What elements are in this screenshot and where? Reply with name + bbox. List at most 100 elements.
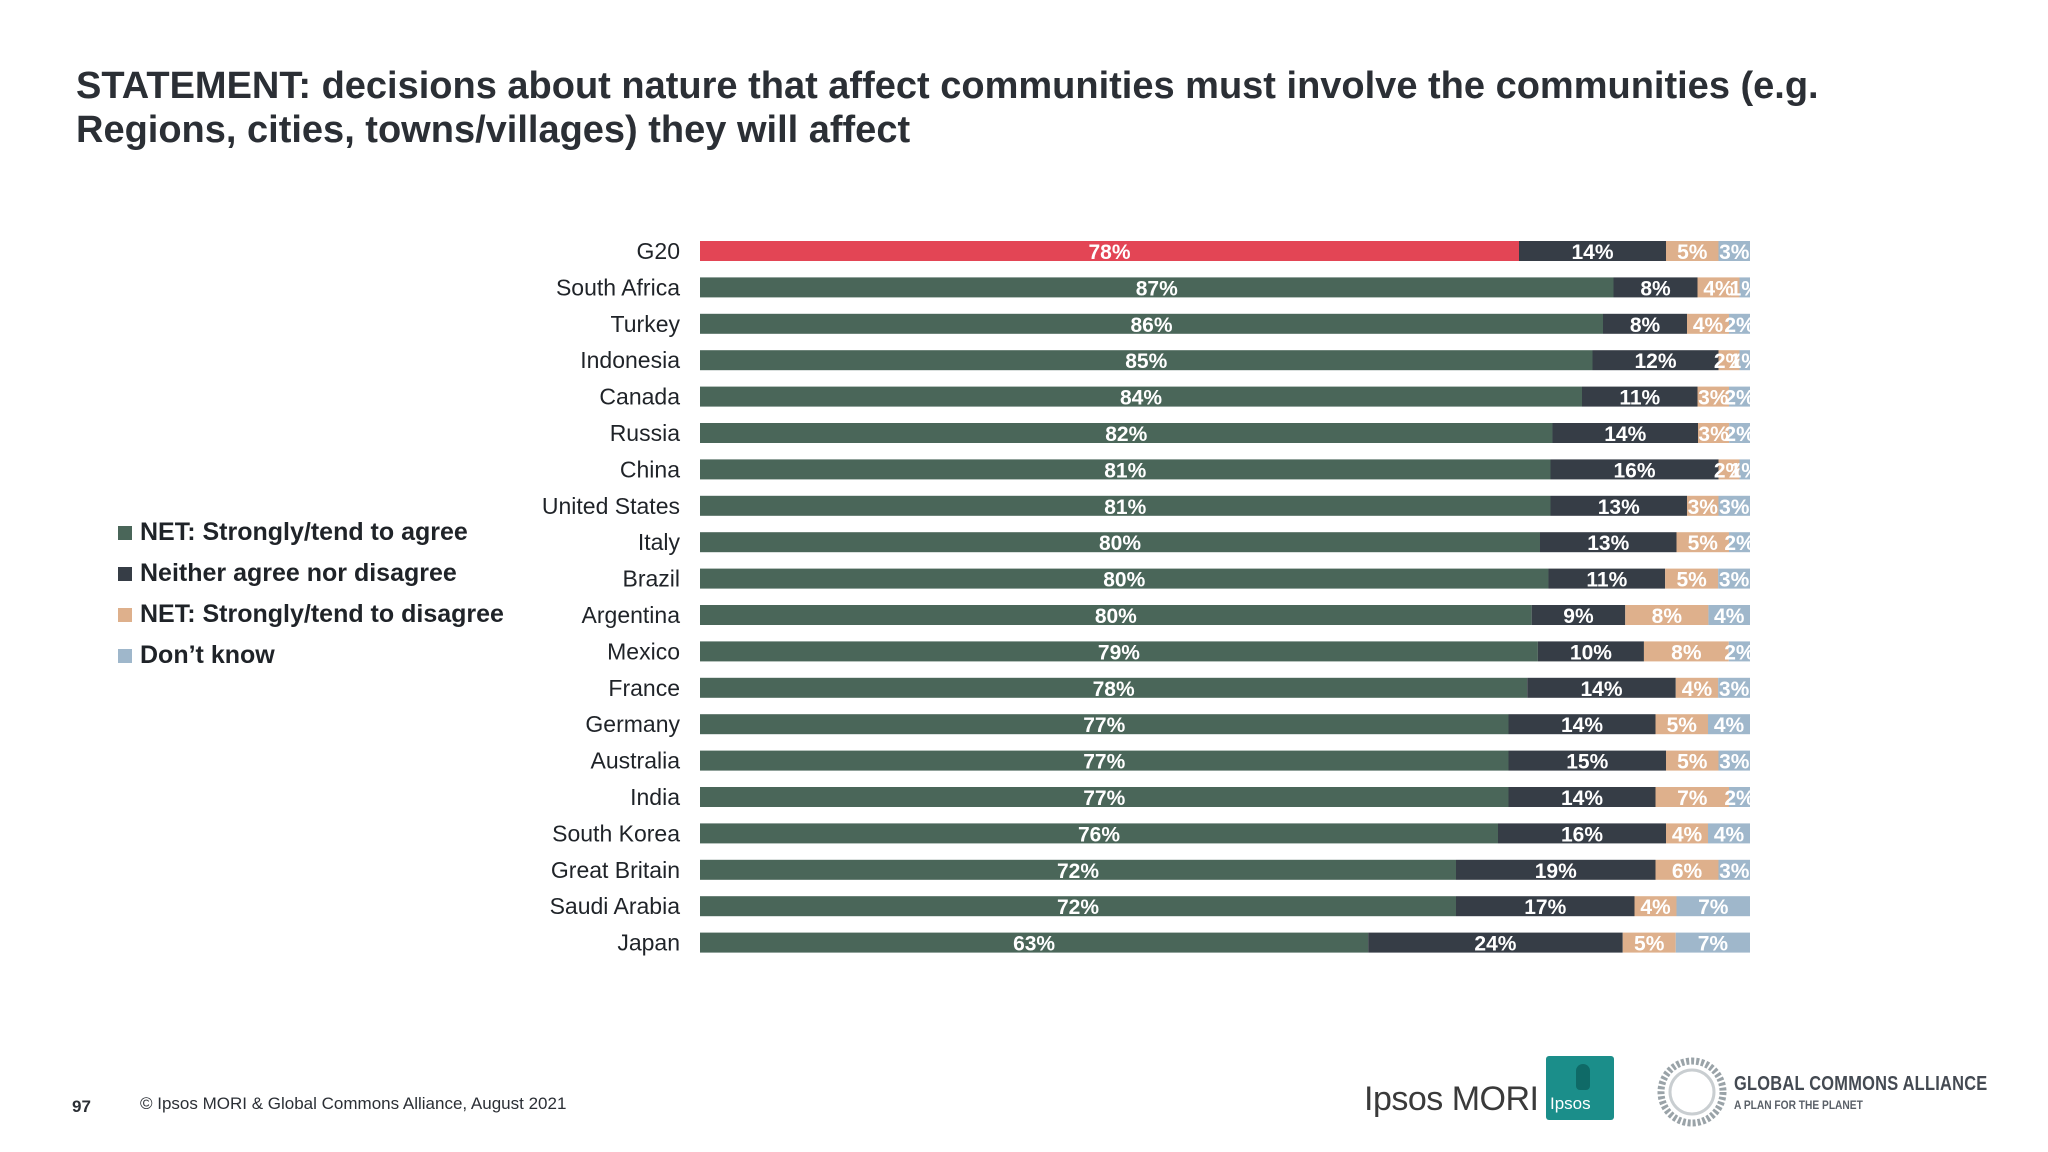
data-label-disagree: 8%	[1652, 605, 1683, 628]
category-label: Turkey	[611, 311, 681, 337]
data-label-agree: 84%	[1120, 387, 1162, 410]
bar-segment-agree	[700, 823, 1498, 844]
data-label-agree: 72%	[1057, 896, 1099, 919]
bar-segment-disagree	[1643, 641, 1729, 662]
bar-segment-dont-know	[1718, 241, 1750, 261]
data-label-neither: 13%	[1598, 496, 1640, 519]
legend-label-neither: Neither agree nor disagree	[140, 559, 457, 587]
bar-segment-dont-know	[1728, 641, 1750, 662]
bar-segment-agree	[700, 313, 1603, 334]
legend-item-agree: NET: Strongly/tend to agree	[118, 512, 504, 553]
category-label: China	[620, 456, 680, 482]
bar-segment-agree	[700, 386, 1582, 407]
data-label-dont-know: 3%	[1719, 496, 1750, 519]
bar-segment-agree	[700, 677, 1528, 698]
category-label: Great Britain	[551, 857, 680, 883]
data-label-disagree: 4%	[1693, 314, 1724, 337]
data-label-dont-know: 2%	[1724, 787, 1755, 810]
data-label-dont-know: 3%	[1719, 569, 1750, 592]
data-label-disagree: 4%	[1682, 678, 1713, 701]
category-label: Indonesia	[580, 347, 680, 373]
data-label-disagree: 4%	[1640, 896, 1671, 919]
data-label-neither: 11%	[1619, 387, 1660, 410]
stacked-bar-chart: G20 78% 14% 5% 3%South Africa 87% 8% 4%1%Turkey…	[541, 238, 1761, 956]
category-label: Germany	[585, 711, 680, 737]
bar-segment-dont-know	[1708, 823, 1750, 844]
data-label-disagree: 8%	[1671, 641, 1702, 664]
category-label: United States	[542, 493, 680, 519]
data-label-dont-know: 3%	[1719, 860, 1750, 883]
data-label-agree: 87%	[1136, 277, 1178, 300]
data-label-disagree: 7%	[1677, 787, 1708, 810]
bar-segment-dont-know	[1729, 532, 1750, 553]
bar-segment-agree	[700, 896, 1456, 917]
bar-segment-dont-know	[1718, 568, 1750, 589]
legend-item-disagree: NET: Strongly/tend to disagree	[118, 594, 504, 635]
data-label-agree: 77%	[1083, 787, 1125, 810]
category-label: G20	[637, 238, 680, 264]
gca-tagline: A PLAN FOR THE PLANET	[1734, 1098, 1863, 1112]
data-label-dont-know: 1%	[1730, 459, 1761, 482]
bar-segment-agree	[700, 532, 1540, 553]
data-label-disagree: 2%	[1714, 350, 1745, 373]
bar-segment-disagree	[1622, 932, 1676, 953]
bar-segment-disagree	[1687, 313, 1729, 334]
bar-segment-agree	[700, 241, 1519, 261]
bar-segment-neither	[1508, 714, 1656, 735]
bar-segment-agree	[700, 859, 1456, 880]
data-label-agree: 78%	[1088, 241, 1130, 264]
data-label-agree: 82%	[1105, 423, 1147, 446]
chart-legend: NET: Strongly/tend to agree Neither agre…	[118, 512, 504, 676]
category-label: Japan	[617, 930, 680, 956]
bar-segment-neither	[1540, 532, 1677, 553]
bar-segment-neither	[1603, 313, 1687, 334]
data-label-disagree: 5%	[1634, 933, 1665, 956]
data-label-agree: 78%	[1093, 678, 1135, 701]
bar-segment-neither	[1508, 787, 1656, 807]
bar-segment-dont-know	[1739, 459, 1750, 480]
data-label-disagree: 5%	[1676, 569, 1707, 592]
data-label-disagree: 3%	[1688, 496, 1719, 519]
data-label-agree: 76%	[1078, 823, 1120, 846]
category-label: Russia	[610, 420, 681, 446]
data-label-dont-know: 2%	[1724, 532, 1755, 555]
bar-segment-dont-know	[1708, 605, 1750, 625]
data-label-neither: 11%	[1586, 569, 1627, 592]
page-number: 97	[72, 1097, 91, 1116]
data-label-dont-know: 7%	[1698, 933, 1729, 956]
category-label: Australia	[591, 748, 681, 774]
bar-segment-disagree	[1655, 787, 1729, 807]
category-label: South Korea	[552, 820, 680, 846]
ipsos-logo: Ipsos	[1546, 1056, 1614, 1120]
bar-segment-dont-know	[1729, 386, 1750, 407]
category-label: Italy	[638, 529, 681, 555]
bar-segment-neither	[1508, 750, 1666, 771]
data-label-agree: 80%	[1099, 532, 1141, 555]
bar-segment-neither	[1527, 677, 1676, 698]
data-label-disagree: 3%	[1698, 423, 1729, 446]
data-label-agree: 80%	[1103, 569, 1145, 592]
bar-segment-neither	[1537, 641, 1644, 662]
bar-segment-dont-know	[1676, 896, 1750, 917]
bar-segment-agree	[700, 277, 1614, 298]
data-label-dont-know: 1%	[1730, 350, 1761, 373]
data-label-neither: 10%	[1570, 641, 1612, 664]
data-label-agree: 77%	[1083, 751, 1125, 774]
data-label-neither: 14%	[1561, 787, 1603, 810]
data-label-dont-know: 2%	[1724, 423, 1755, 446]
bar-segment-dont-know	[1718, 495, 1750, 516]
bar-segment-neither	[1456, 859, 1656, 880]
data-label-dont-know: 2%	[1724, 387, 1755, 410]
data-label-dont-know: 3%	[1719, 678, 1750, 701]
copyright-text: © Ipsos MORI & Global Commons Alliance, …	[140, 1094, 567, 1113]
data-label-agree: 77%	[1083, 714, 1125, 737]
data-label-neither: 14%	[1571, 241, 1613, 264]
legend-label-disagree: NET: Strongly/tend to disagree	[140, 600, 504, 628]
bar-segment-disagree	[1687, 495, 1719, 516]
data-label-neither: 13%	[1587, 532, 1629, 555]
bar-segment-disagree	[1625, 605, 1709, 625]
category-label: Mexico	[607, 638, 680, 664]
bar-segment-disagree	[1718, 350, 1740, 371]
gca-name: GLOBAL COMMONS ALLIANCE	[1734, 1073, 1988, 1095]
data-label-agree: 86%	[1130, 314, 1172, 337]
